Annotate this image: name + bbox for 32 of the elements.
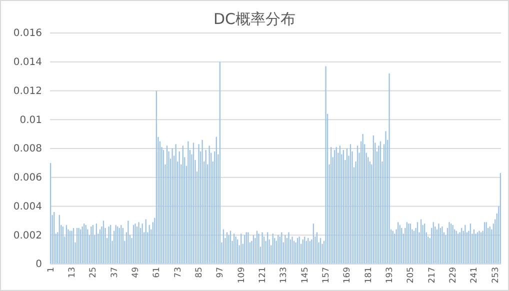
x-tick-label: 25 (88, 267, 99, 278)
x-tick-label: 73 (173, 267, 184, 278)
x-tick-label: 241 (470, 267, 480, 284)
x-tick-label: 133 (279, 267, 290, 284)
x-tick-label: 181 (364, 267, 374, 284)
y-tick-label: 0.008 (13, 144, 42, 155)
x-tick-label: 205 (406, 267, 416, 284)
x-tick-label: 37 (110, 267, 120, 278)
y-tick-label: 0.002 (13, 230, 42, 242)
x-tick-label: 193 (385, 267, 396, 284)
chart-title: DC概率分布 (213, 10, 296, 28)
y-tick-label: 0.014 (13, 57, 42, 68)
x-tick-label: 217 (427, 267, 438, 284)
x-tick-label: 13 (67, 267, 78, 278)
x-tick-label: 157 (322, 267, 332, 284)
y-tick-label: 0 (36, 259, 42, 270)
x-tick-label: 85 (194, 267, 204, 278)
x-tick-label: 61 (152, 267, 162, 278)
y-tick-label: 0.01 (20, 114, 42, 126)
x-tick-label: 97 (216, 267, 226, 278)
x-tick-label: 253 (490, 267, 501, 284)
x-tick-label: 121 (258, 267, 268, 284)
y-tick-label: 0.016 (13, 28, 42, 40)
x-tick-label: 49 (130, 267, 141, 278)
y-tick-label: 0.012 (13, 86, 42, 97)
x-tick-label: 145 (300, 267, 310, 284)
y-tick-label: 0.006 (13, 172, 42, 184)
x-tick-label: 169 (342, 267, 353, 284)
x-tick-label: 109 (236, 267, 247, 284)
x-tick-label: 229 (448, 267, 459, 284)
y-tick-label: 0.004 (13, 201, 42, 212)
x-tick-label: 1 (46, 267, 56, 272)
